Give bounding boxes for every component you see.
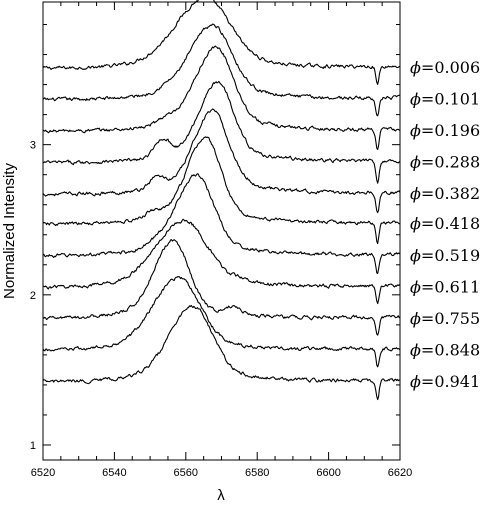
y-tick-labels: 1 2 3 — [30, 140, 36, 452]
x-tick-label: 6540 — [102, 467, 126, 479]
phase-label: ϕ=0.941 — [410, 372, 480, 391]
plot-frame — [42, 1, 401, 461]
phase-label: ϕ=0.382 — [410, 184, 480, 203]
spectrum-line — [42, 276, 401, 368]
spectrum-line — [42, 80, 401, 184]
phase-label: ϕ=0.519 — [410, 246, 480, 265]
phase-label: ϕ=0.418 — [410, 214, 480, 233]
x-tick-label: 6580 — [245, 467, 269, 479]
x-tick-label: 6620 — [388, 467, 412, 479]
spectrum-line — [42, 173, 401, 274]
spectrum-line — [42, 136, 401, 245]
phase-label: ϕ=0.611 — [410, 277, 480, 296]
phase-label: ϕ=0.848 — [410, 340, 480, 359]
y-tick-label: 2 — [30, 290, 36, 302]
spectrum-line — [42, 23, 401, 117]
spectrum-line — [42, 304, 401, 401]
spectrum-line — [43, 45, 401, 151]
phase-label: ϕ=0.288 — [410, 153, 480, 172]
y-tick-label: 3 — [30, 140, 36, 152]
spectrum-line — [42, 218, 401, 305]
x-tick-label: 6560 — [174, 467, 198, 479]
phase-label: ϕ=0.006 — [410, 58, 480, 77]
spectrum-line — [42, 239, 401, 336]
phase-label: ϕ=0.755 — [410, 309, 480, 328]
phase-label: ϕ=0.101 — [410, 90, 480, 109]
y-tick-label: 1 — [30, 440, 36, 452]
y-axis-label: Normalized Intensity — [1, 163, 18, 299]
spectrum-line — [42, 108, 401, 214]
x-tick-label: 6520 — [31, 467, 55, 479]
spectrum-line — [42, 0, 401, 85]
spectra-series — [42, 0, 401, 401]
phase-label: ϕ=0.196 — [410, 121, 480, 140]
axis-ticks — [42, 2, 401, 460]
x-tick-label: 6600 — [316, 467, 340, 479]
x-axis-label: λ — [217, 487, 225, 504]
x-tick-labels: 6520 6540 6560 6580 6600 6620 — [31, 467, 412, 479]
phase-legend: ϕ=0.006 ϕ=0.101 ϕ=0.196 ϕ=0.288 ϕ=0.382 ϕ=0.4… — [410, 58, 480, 391]
